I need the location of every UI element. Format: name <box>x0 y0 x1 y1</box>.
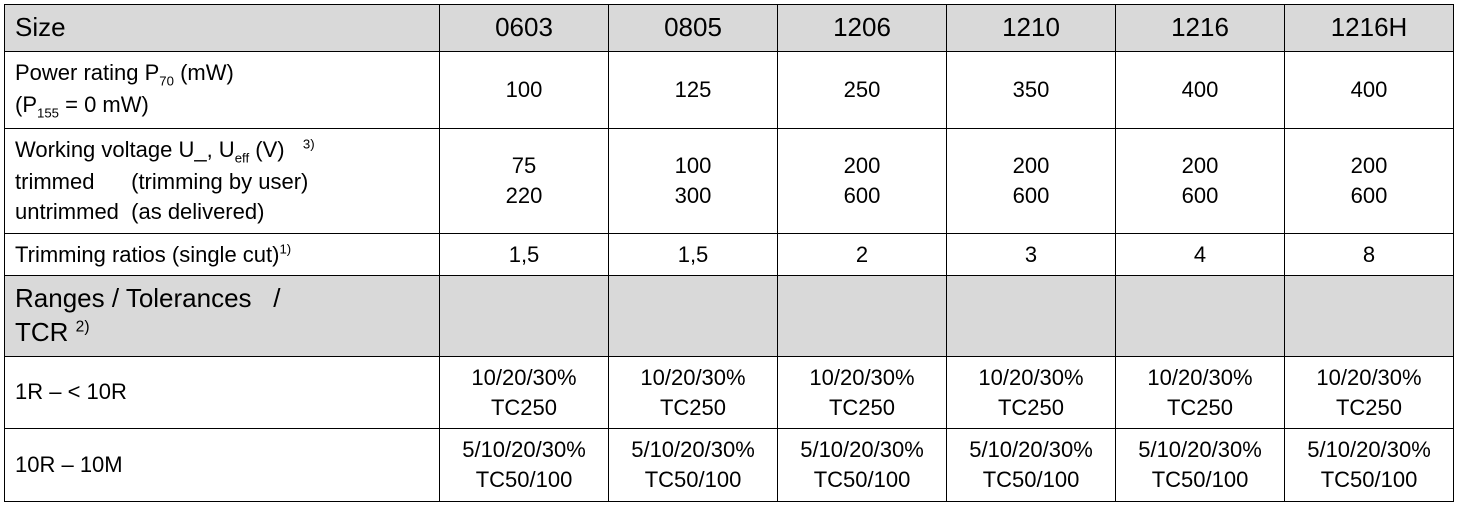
val-trimming_ratios-0: 1,5 <box>440 233 609 276</box>
val-trimming_ratios-3: 3 <box>947 233 1116 276</box>
label-trimming_ratios: Trimming ratios (single cut)1) <box>5 233 440 276</box>
spec-table-body: Size060308051206121012161216HPower ratin… <box>5 5 1454 502</box>
section-empty-4 <box>1116 276 1285 357</box>
label-working_voltage: Working voltage U_, Ueff (V) 3)trimmed (… <box>5 129 440 234</box>
val-range_10R_10M-0: 5/10/20/30%TC50/100 <box>440 429 609 501</box>
row-trimming_ratios: Trimming ratios (single cut)1)1,51,52348 <box>5 233 1454 276</box>
section-row: Ranges / Tolerances /TCR 2) <box>5 276 1454 357</box>
row-working_voltage: Working voltage U_, Ueff (V) 3)trimmed (… <box>5 129 1454 234</box>
section-empty-3 <box>947 276 1116 357</box>
header-row: Size060308051206121012161216H <box>5 5 1454 52</box>
val-range_10R_10M-3: 5/10/20/30%TC50/100 <box>947 429 1116 501</box>
val-range_1R_10R-4: 10/20/30%TC250 <box>1116 357 1285 429</box>
val-range_1R_10R-0: 10/20/30%TC250 <box>440 357 609 429</box>
val-range_10R_10M-4: 5/10/20/30%TC50/100 <box>1116 429 1285 501</box>
val-working_voltage-3: 200600 <box>947 129 1116 234</box>
val-power_rating-2: 250 <box>778 51 947 128</box>
val-trimming_ratios-4: 4 <box>1116 233 1285 276</box>
val-range_1R_10R-1: 10/20/30%TC250 <box>609 357 778 429</box>
col-header-5: 1216H <box>1285 5 1454 52</box>
col-header-2: 1206 <box>778 5 947 52</box>
spec-table: Size060308051206121012161216HPower ratin… <box>4 4 1454 502</box>
col-header-1: 0805 <box>609 5 778 52</box>
col-header-3: 1210 <box>947 5 1116 52</box>
val-working_voltage-5: 200600 <box>1285 129 1454 234</box>
size-label: Size <box>5 5 440 52</box>
val-working_voltage-2: 200600 <box>778 129 947 234</box>
row-range_1R_10R: 1R – < 10R10/20/30%TC25010/20/30%TC25010… <box>5 357 1454 429</box>
val-power_rating-1: 125 <box>609 51 778 128</box>
label-power_rating: Power rating P70 (mW)(P155 = 0 mW) <box>5 51 440 128</box>
val-range_10R_10M-2: 5/10/20/30%TC50/100 <box>778 429 947 501</box>
val-range_1R_10R-3: 10/20/30%TC250 <box>947 357 1116 429</box>
val-trimming_ratios-2: 2 <box>778 233 947 276</box>
val-range_1R_10R-5: 10/20/30%TC250 <box>1285 357 1454 429</box>
section-label: Ranges / Tolerances /TCR 2) <box>5 276 440 357</box>
val-power_rating-4: 400 <box>1116 51 1285 128</box>
val-working_voltage-0: 75220 <box>440 129 609 234</box>
section-empty-2 <box>778 276 947 357</box>
label-range_1R_10R: 1R – < 10R <box>5 357 440 429</box>
val-trimming_ratios-5: 8 <box>1285 233 1454 276</box>
col-header-0: 0603 <box>440 5 609 52</box>
section-empty-1 <box>609 276 778 357</box>
val-range_1R_10R-2: 10/20/30%TC250 <box>778 357 947 429</box>
col-header-4: 1216 <box>1116 5 1285 52</box>
section-empty-0 <box>440 276 609 357</box>
val-power_rating-5: 400 <box>1285 51 1454 128</box>
val-range_10R_10M-1: 5/10/20/30%TC50/100 <box>609 429 778 501</box>
section-empty-5 <box>1285 276 1454 357</box>
val-power_rating-0: 100 <box>440 51 609 128</box>
row-range_10R_10M: 10R – 10M5/10/20/30%TC50/1005/10/20/30%T… <box>5 429 1454 501</box>
val-trimming_ratios-1: 1,5 <box>609 233 778 276</box>
val-working_voltage-1: 100300 <box>609 129 778 234</box>
val-range_10R_10M-5: 5/10/20/30%TC50/100 <box>1285 429 1454 501</box>
val-power_rating-3: 350 <box>947 51 1116 128</box>
row-power_rating: Power rating P70 (mW)(P155 = 0 mW)100125… <box>5 51 1454 128</box>
val-working_voltage-4: 200600 <box>1116 129 1285 234</box>
label-range_10R_10M: 10R – 10M <box>5 429 440 501</box>
